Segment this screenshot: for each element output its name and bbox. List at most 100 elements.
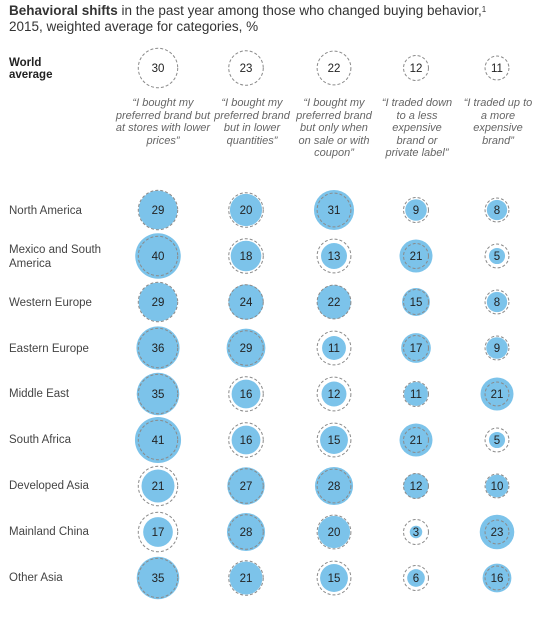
bubble-r9-c1	[136, 556, 180, 600]
world-ref-ring-r1-c3	[316, 192, 352, 228]
bubble-r6-c5	[488, 431, 506, 449]
bubble-value-r3-c4: 15	[410, 297, 423, 309]
bubble-value-r4-c3: 11	[328, 343, 340, 355]
column-label-3: “I bought my preferred brand but only wh…	[296, 97, 372, 159]
bubble-value-r8-c4: 3	[413, 527, 419, 539]
bubble-r9-c4	[407, 569, 425, 587]
world-ref-ring-r3-c1	[137, 281, 179, 323]
world-ref-ring-r9-c4	[403, 565, 429, 591]
world-ref-ring-r1-c2	[228, 192, 264, 228]
bubble-value-r9-c1: 35	[152, 573, 165, 585]
row-label-eastern-europe: Eastern Europe	[9, 343, 89, 355]
bubble-r3-c5	[486, 291, 508, 313]
world-ref-ring-r8-c4	[403, 519, 429, 545]
bubble-r9-c3	[320, 564, 348, 592]
bubble-r6-c2	[231, 425, 261, 455]
bubble-value-r1-c3: 31	[328, 205, 341, 217]
bubble-value-r8-c2: 28	[240, 527, 253, 539]
world-ref-ring-r3-c5	[484, 289, 510, 315]
bubble-r4-c2	[226, 328, 266, 368]
world-average-bubble-2	[228, 50, 264, 86]
chart-subtitle: 2015, weighted average for categories, %	[9, 19, 259, 34]
title-rest: in the past year among those who changed…	[117, 3, 482, 18]
row-label-north-america: North America	[9, 205, 82, 217]
bubble-value-r9-c4: 6	[413, 573, 419, 585]
world-ref-ring-r5-c4	[403, 381, 429, 407]
column-label-4: “I traded down to a less expensive brand…	[381, 97, 453, 159]
world-ref-ring-r9-c5	[484, 565, 510, 591]
row-label-western-europe: Western Europe	[9, 297, 92, 309]
bubble-value-r1-c2: 20	[240, 205, 253, 217]
bubble-r3-c1	[138, 282, 178, 322]
column-label-5: “I traded up to a more expensive brand”	[463, 97, 533, 147]
world-ref-ring-r2-c2	[228, 238, 264, 274]
world-average-bubble-3	[316, 50, 352, 86]
bubble-r3-c2	[228, 284, 264, 320]
bubble-r2-c1	[135, 233, 181, 279]
bubble-r8-c1	[143, 517, 173, 547]
bubble-value-r3-c2: 24	[240, 297, 253, 309]
world-ref-ring-r7-c2	[228, 468, 264, 504]
world-average-value-1: 30	[152, 63, 165, 75]
world-ref-ring-r6-c2	[228, 422, 264, 458]
world-ref-ring-r6-c1	[137, 419, 179, 461]
bubble-r9-c2	[229, 561, 263, 595]
world-ref-ring-r3-c2	[228, 284, 264, 320]
bubble-value-r3-c5: 8	[494, 297, 500, 309]
world-ref-ring-r8-c3	[316, 514, 352, 550]
world-average-bubble-5	[484, 55, 510, 81]
bubble-value-r3-c1: 29	[152, 297, 165, 309]
bubble-r1-c2	[229, 193, 263, 227]
bubble-r2-c4	[399, 239, 433, 273]
world-ref-ring-r8-c2	[228, 514, 264, 550]
world-average-value-5: 11	[491, 63, 503, 75]
bubble-r8-c3	[317, 515, 351, 549]
world-ref-ring-r4-c3	[316, 330, 352, 366]
row-label-middle-east: Middle East	[9, 388, 70, 400]
bubble-value-r5-c1: 35	[152, 389, 165, 401]
bubble-r4-c1	[136, 326, 180, 370]
world-average-label: World average	[9, 57, 53, 81]
bubble-r2-c2	[230, 240, 262, 272]
column-label-1: “I bought my preferred brand but at stor…	[115, 97, 211, 147]
bubble-r5-c4	[404, 382, 428, 406]
row-label-developed-asia: Developed Asia	[9, 480, 89, 492]
column-label-2: “I bought my preferred brand but in lowe…	[214, 97, 290, 147]
world-ref-ring-r7-c1	[137, 465, 179, 507]
world-ref-ring-r9-c2	[228, 560, 264, 596]
chart-title: Behavioral shifts in the past year among…	[9, 3, 534, 35]
world-ref-ring-r3-c3	[316, 284, 352, 320]
world-ref-ring-r2-c1	[137, 235, 179, 277]
world-ref-ring-r9-c3	[316, 560, 352, 596]
bubble-r8-c2	[226, 512, 266, 552]
world-ref-ring-r2-c3	[316, 238, 352, 274]
bubble-value-r6-c1: 41	[152, 435, 165, 447]
bubble-value-r9-c5: 16	[491, 573, 504, 585]
bubble-value-r4-c5: 9	[494, 343, 500, 355]
world-average-value-2: 23	[240, 63, 253, 75]
bubble-r4-c4	[401, 333, 431, 363]
bubble-value-r4-c4: 17	[410, 343, 423, 355]
bubble-r5-c2	[231, 379, 261, 409]
bubble-r8-c4	[409, 525, 423, 539]
bubble-value-r6-c3: 15	[328, 435, 341, 447]
bubble-value-r5-c3: 12	[328, 389, 341, 401]
world-ref-ring-r7-c3	[316, 468, 352, 504]
world-ref-ring-r3-c4	[403, 289, 429, 315]
world-ref-ring-r1-c4	[403, 197, 429, 223]
world-ref-ring-r4-c1	[137, 327, 179, 369]
bubble-r7-c5	[485, 474, 509, 498]
bubble-value-r1-c4: 9	[413, 205, 419, 217]
world-ref-ring-r8-c5	[484, 519, 510, 545]
bubble-value-r8-c1: 17	[152, 527, 165, 539]
world-ref-ring-r5-c1	[137, 373, 179, 415]
bubble-r7-c2	[227, 467, 265, 505]
bubble-value-r2-c5: 5	[494, 251, 500, 263]
bubble-value-r9-c2: 21	[240, 573, 253, 585]
world-ref-ring-r1-c5	[484, 197, 510, 223]
world-ref-ring-r5-c2	[228, 376, 264, 412]
world-average-bubble-1	[137, 47, 179, 89]
world-ref-ring-r2-c4	[403, 243, 429, 269]
row-label-mainland-china: Mainland China	[9, 526, 89, 538]
